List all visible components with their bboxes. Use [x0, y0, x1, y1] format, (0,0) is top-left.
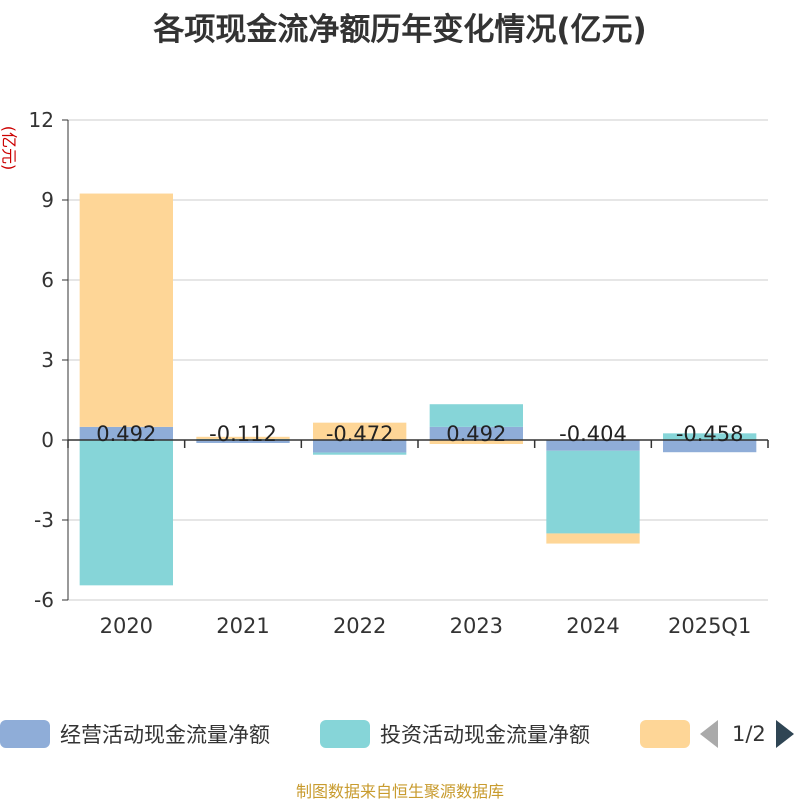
chart-title: 各项现金流净额历年变化情况(亿元)	[153, 12, 647, 48]
y-tick-label: -3	[34, 508, 54, 532]
bar-investing-2025Q1	[663, 433, 757, 440]
legend-swatch-operating	[0, 720, 50, 748]
bar-operating-2020	[79, 426, 173, 440]
legend: 经营活动现金流量净额 投资活动现金流量净额 1/2	[0, 716, 800, 752]
legend-label-investing: 投资活动现金流量净额	[380, 723, 590, 747]
y-tick-label: -6	[34, 588, 54, 612]
bar-investing-2020	[79, 440, 173, 586]
x-tick-label-2020: 2020	[100, 614, 153, 638]
x-tick-label-2025Q1: 2025Q1	[668, 614, 751, 638]
legend-next-arrow-icon[interactable]	[775, 720, 794, 748]
bar-third-2021	[196, 436, 290, 439]
data-label-2025Q1: -0.458	[676, 422, 744, 446]
chart-area: 12 9 6 3 0 -3 -6 2020 2021 2022 2023 2024 2025Q1 0.49…	[29, 108, 769, 638]
legend-swatch-third	[640, 720, 690, 748]
bar-operating-2022	[313, 440, 407, 453]
bar-operating-2025Q1	[663, 440, 757, 453]
y-tick-label: 12	[29, 108, 54, 132]
bar-investing-2022	[313, 452, 407, 455]
y-tick-label: 9	[41, 188, 54, 212]
bar-operating-2021	[196, 440, 290, 443]
bar-third-2024	[546, 533, 640, 544]
legend-item-investing[interactable]: 投资活动现金流量净额	[320, 716, 590, 752]
bar-investing-2024	[546, 450, 640, 534]
y-tick-label: 6	[41, 268, 54, 292]
x-tick-label-2024: 2024	[566, 614, 619, 638]
legend-page-indicator: 1/2	[732, 722, 766, 746]
legend-prev-arrow-icon[interactable]	[700, 720, 718, 748]
bar-operating-2023	[429, 426, 523, 440]
x-tick-label-2023: 2023	[450, 614, 503, 638]
x-tick-label-2022: 2022	[333, 614, 386, 638]
bar-operating-2024	[546, 440, 640, 451]
bar-third-2022	[313, 422, 407, 440]
data-source-note: 制图数据来自恒生聚源数据库	[295, 782, 504, 801]
legend-item-operating[interactable]: 经营活动现金流量净额	[0, 716, 270, 752]
data-label-2022: -0.472	[326, 422, 394, 446]
data-label-2021: -0.112	[209, 422, 277, 446]
bar-third-2023	[429, 440, 523, 444]
bar-investing-2023	[429, 404, 523, 427]
data-label-2020: 0.492	[96, 422, 156, 446]
legend-swatch-investing	[320, 720, 370, 748]
legend-item-third[interactable]	[640, 716, 700, 752]
legend-label-operating: 经营活动现金流量净额	[60, 723, 270, 747]
legend-pager: 1/2	[700, 716, 794, 752]
y-tick-label: 3	[41, 348, 54, 372]
x-tick-label-2021: 2021	[216, 614, 269, 638]
data-label-2024: -0.404	[559, 422, 627, 446]
y-tick-label: 0	[41, 428, 54, 452]
data-label-2023: 0.492	[446, 422, 506, 446]
bar-third-2020	[79, 193, 173, 427]
